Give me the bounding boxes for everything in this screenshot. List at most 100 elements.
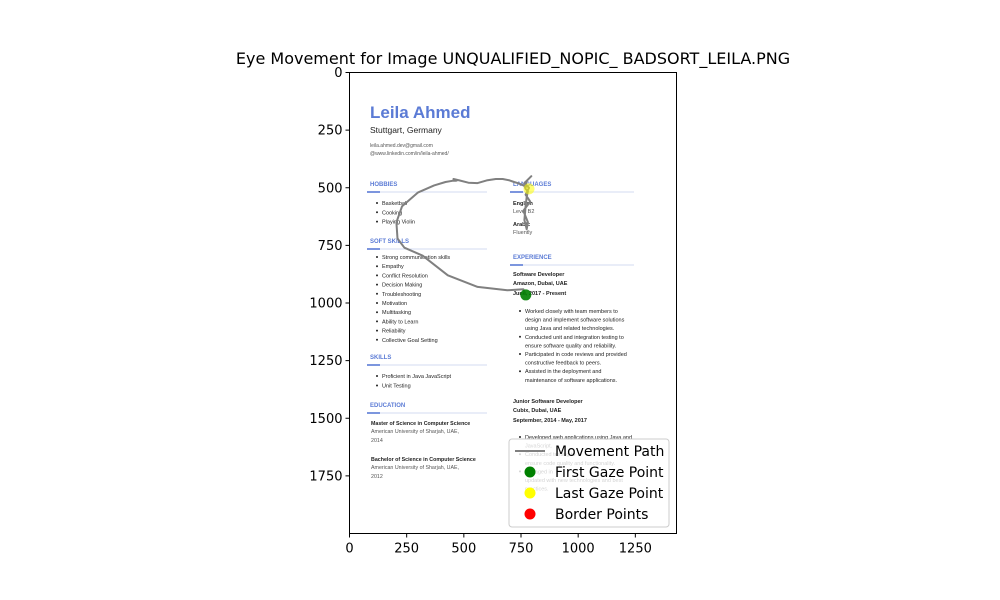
resume-bullet-dot [519, 353, 521, 355]
resume-bullet-dot [519, 370, 521, 373]
resume-job2-bullet-line: Developed web applications using Java an… [525, 435, 632, 441]
resume-linkedin: @www.linkedin.com/in/leila-ahmed/ [370, 151, 449, 157]
resume-bullet-dot [519, 335, 521, 338]
resume-job1-dates: June, 2017 - Present [513, 291, 566, 297]
resume-soft-skill-item: Ability to Learn [382, 319, 418, 325]
resume-job1-bullet-line: using Java and related technologies. [525, 326, 615, 332]
resume-soft-skill-item: Multitasking [382, 310, 411, 316]
resume-job1-bullet-line: maintenance of software applications. [525, 378, 617, 384]
resume-bullet-dot [376, 220, 378, 223]
resume-bullet-dot [376, 283, 378, 286]
resume-hobby-item: Cooking [382, 210, 402, 216]
resume-edu2-year: 2012 [371, 474, 383, 480]
resume-job1-bullet-line: Conducted unit and integration testing t… [525, 335, 624, 341]
resume-bullet-dot [376, 265, 378, 268]
legend-label-first-gaze: First Gaze Point [555, 465, 664, 481]
resume-bullet-dot [376, 320, 378, 323]
resume-bullet-dot [376, 384, 378, 387]
legend-label-border-points: Border Points [555, 507, 648, 523]
resume-name: Leila Ahmed [370, 103, 470, 122]
resume-bullet-dot [376, 211, 378, 214]
resume-job1-bullet-line: ensure software quality and reliability. [525, 343, 617, 349]
resume-experience-heading: EXPERIENCE [513, 255, 552, 261]
x-tick-label: 1250 [619, 542, 652, 557]
y-tick-label: 1500 [309, 412, 342, 427]
resume-bullet-dot [376, 292, 378, 295]
resume-edu1-school: American University of Sharjah, UAE, [371, 429, 459, 435]
resume-hobby-item: Playing Violin [382, 220, 415, 226]
y-tick-label: 500 [318, 181, 343, 196]
resume-soft-skill-item: Empathy [382, 264, 404, 270]
resume-edu2-degree: Bachelor of Science in Computer Science [371, 457, 476, 463]
resume-bullet-dot [519, 310, 521, 312]
legend-marker-last-gaze [524, 487, 536, 499]
resume-soft-skills-heading: SOFT SKILLS [370, 239, 409, 245]
resume-soft-skill-item: Troubleshooting [382, 292, 421, 298]
resume-skills-heading: SKILLS [370, 355, 391, 361]
resume-soft-skill-item: Collective Goal Setting [382, 338, 438, 344]
legend: Movement Path First Gaze Point Last Gaze… [508, 438, 670, 528]
resume-job1-company: Amazon, Dubai, UAE [513, 281, 568, 287]
resume-bullet-dot [376, 329, 378, 332]
resume-edu2-school: American University of Sharjah, UAE, [371, 465, 459, 471]
resume-hobby-item: Basketball [382, 201, 407, 207]
resume-soft-skill-item: Strong communication skills [382, 255, 450, 261]
resume-bullet-dot [376, 311, 378, 314]
resume-soft-skill-item: Motivation [382, 301, 407, 307]
y-tick-label: 1250 [309, 354, 342, 369]
last-gaze-point [523, 183, 535, 195]
resume-job1-bullet-line: design and implement software solutions [525, 318, 625, 324]
legend-marker-border-points [524, 508, 536, 520]
resume-lang2-level: Fluently [513, 230, 533, 236]
resume-skill-item: Proficient in Java JavaScript [382, 374, 452, 380]
resume-job1-bullet-line: Participated in code reviews and provide… [525, 352, 627, 358]
y-tick-label: 0 [334, 66, 342, 81]
x-tick-label: 750 [509, 542, 534, 557]
gaze-path-layer [395, 175, 535, 301]
x-tick-label: 1000 [562, 542, 595, 557]
first-gaze-point [520, 289, 532, 301]
resume-job1-bullet-line: Worked closely with team members to [525, 309, 618, 315]
movement-path-line [395, 175, 533, 296]
x-tick-label: 250 [394, 542, 419, 557]
resume-bullet-dot [376, 375, 378, 377]
resume-bullet-dot [376, 274, 378, 277]
resume-bullet-dot [376, 256, 378, 258]
resume-bullet-dot [376, 338, 378, 341]
legend-marker-first-gaze [524, 466, 536, 478]
resume-job2-dates: September, 2014 - May, 2017 [513, 418, 587, 424]
x-tick-label: 0 [345, 542, 353, 557]
resume-skill-item: Unit Testing [382, 384, 411, 390]
resume-job2-title: Junior Software Developer [513, 399, 584, 405]
resume-bullet-dot [376, 202, 378, 204]
resume-bullet-dot [376, 302, 378, 304]
axis-ticks: 0 250 500 750 1000 1250 0 250 500 750 1000 1250 1500… [309, 66, 651, 557]
y-tick-label: 250 [318, 124, 343, 139]
y-tick-label: 1750 [309, 469, 342, 484]
resume-location: Stuttgart, Germany [370, 125, 443, 135]
resume-lang1: English [513, 201, 534, 207]
resume-job1-title: Software Developer [513, 272, 565, 278]
resume-soft-skill-item: Conflict Resolution [382, 273, 428, 279]
legend-box [508, 438, 670, 528]
resume-education-heading: EDUCATION [370, 403, 405, 409]
legend-label-last-gaze: Last Gaze Point [555, 486, 664, 502]
resume-soft-skill-item: Reliability [382, 329, 406, 335]
resume-bullet-dot [519, 436, 521, 438]
resume-edu1-degree: Master of Science in Computer Science [371, 421, 470, 427]
y-tick-label: 750 [318, 239, 343, 254]
y-tick-label: 1000 [309, 297, 342, 312]
x-tick-label: 500 [451, 542, 476, 557]
resume-job2-company: Cubix, Dubai, UAE [513, 408, 562, 414]
resume-soft-skill-item: Decision Making [382, 283, 422, 289]
resume-job1-bullet-line: Assisted in the deployment and [525, 369, 601, 375]
resume-email: leila.ahmed.dev@gmail.com [370, 143, 433, 149]
resume-job1-bullet-line: constructive feedback to peers. [525, 361, 602, 367]
resume-hobbies-heading: HOBBIES [370, 182, 397, 188]
chart-title: Eye Movement for Image UNQUALIFIED_NOPIC… [236, 49, 790, 69]
resume-lang2: Arabic [513, 222, 530, 228]
resume-edu1-year: 2014 [371, 438, 383, 444]
legend-label-movement-path: Movement Path [555, 444, 664, 460]
